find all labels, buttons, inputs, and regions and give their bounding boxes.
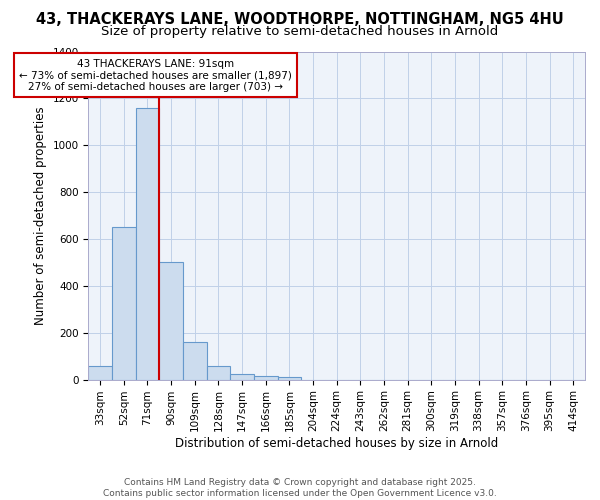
- Bar: [183, 342, 206, 380]
- Bar: [230, 374, 254, 380]
- Bar: [136, 108, 159, 380]
- Text: Size of property relative to semi-detached houses in Arnold: Size of property relative to semi-detach…: [101, 25, 499, 38]
- Y-axis label: Number of semi-detached properties: Number of semi-detached properties: [34, 106, 47, 325]
- Bar: [254, 376, 278, 380]
- Bar: [159, 262, 183, 380]
- Bar: [112, 228, 136, 380]
- Bar: [88, 366, 112, 380]
- Text: 43 THACKERAYS LANE: 91sqm
← 73% of semi-detached houses are smaller (1,897)
27% : 43 THACKERAYS LANE: 91sqm ← 73% of semi-…: [19, 58, 292, 92]
- Bar: [206, 366, 230, 380]
- Bar: [278, 378, 301, 380]
- Text: Contains HM Land Registry data © Crown copyright and database right 2025.
Contai: Contains HM Land Registry data © Crown c…: [103, 478, 497, 498]
- Text: 43, THACKERAYS LANE, WOODTHORPE, NOTTINGHAM, NG5 4HU: 43, THACKERAYS LANE, WOODTHORPE, NOTTING…: [36, 12, 564, 28]
- X-axis label: Distribution of semi-detached houses by size in Arnold: Distribution of semi-detached houses by …: [175, 437, 498, 450]
